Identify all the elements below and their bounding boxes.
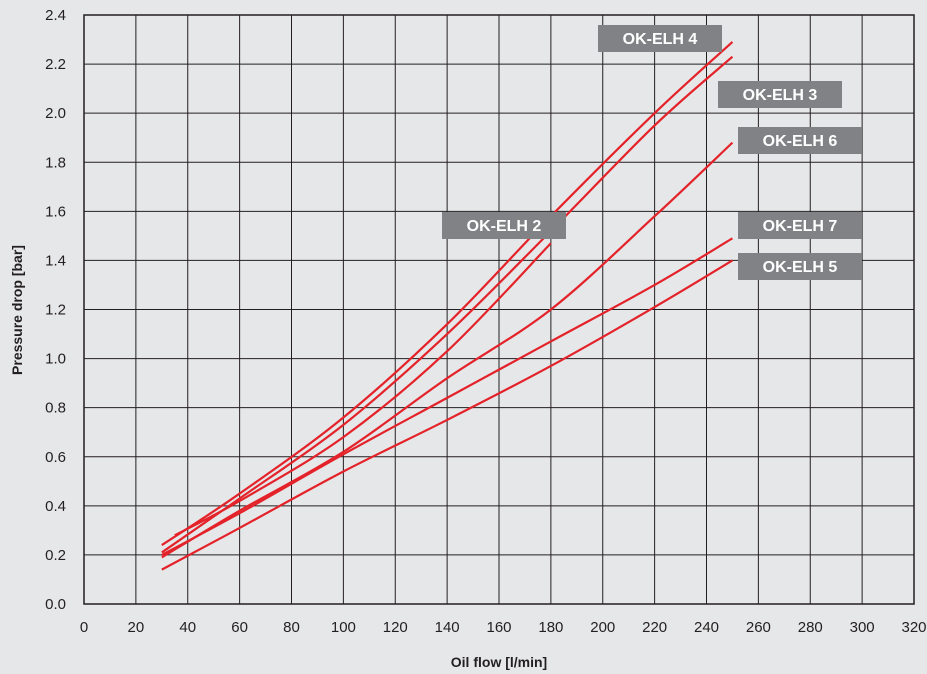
x-tick-label: 180 xyxy=(538,619,563,636)
y-tick-label: 0.0 xyxy=(45,596,66,613)
y-tick-label: 1.0 xyxy=(45,351,66,368)
x-tick-label: 240 xyxy=(694,619,719,636)
y-tick-label: 0.2 xyxy=(45,547,66,564)
x-tick-label: 200 xyxy=(590,619,615,636)
x-tick-label: 260 xyxy=(746,619,771,636)
x-tick-label: 120 xyxy=(383,619,408,636)
y-tick-label: 1.4 xyxy=(45,252,66,269)
x-tick-label: 40 xyxy=(179,619,196,636)
y-tick-label: 2.0 xyxy=(45,105,66,122)
y-axis-title: Pressure drop [bar] xyxy=(9,245,25,375)
x-tick-label: 80 xyxy=(283,619,300,636)
series-label-text: OK-ELH 5 xyxy=(763,259,838,276)
y-tick-label: 1.2 xyxy=(45,302,66,319)
series-label-ok-elh-7: OK-ELH 7 xyxy=(738,212,862,239)
series-label-ok-elh-6: OK-ELH 6 xyxy=(738,127,862,154)
x-tick-label: 60 xyxy=(231,619,248,636)
y-tick-label: 1.6 xyxy=(45,203,66,220)
x-axis-ticks: 0 20 40 60 80 100 120 140 160 180 200 220 240 260 280 3… xyxy=(80,619,927,636)
series-label-text: OK-ELH 4 xyxy=(623,31,698,48)
x-tick-label: 20 xyxy=(128,619,145,636)
x-tick-label: 320 xyxy=(901,619,926,636)
series-label-ok-elh-4: OK-ELH 4 xyxy=(598,25,722,52)
x-axis-title: Oil flow [l/min] xyxy=(451,654,547,670)
y-tick-label: 2.4 xyxy=(45,7,66,24)
series-label-ok-elh-3: OK-ELH 3 xyxy=(718,81,842,108)
series-label-text: OK-ELH 2 xyxy=(467,218,542,235)
y-tick-label: 0.6 xyxy=(45,449,66,466)
y-tick-label: 0.8 xyxy=(45,400,66,417)
series-label-ok-elh-5: OK-ELH 5 xyxy=(738,253,862,280)
y-tick-label: 2.2 xyxy=(45,56,66,73)
series-label-text: OK-ELH 6 xyxy=(763,133,838,150)
series-label-text: OK-ELH 3 xyxy=(743,87,818,104)
x-tick-label: 220 xyxy=(642,619,667,636)
y-tick-label: 0.4 xyxy=(45,498,66,515)
x-tick-label: 0 xyxy=(80,619,88,636)
x-tick-label: 160 xyxy=(486,619,511,636)
x-tick-label: 100 xyxy=(331,619,356,636)
x-tick-label: 280 xyxy=(798,619,823,636)
series-label-text: OK-ELH 7 xyxy=(763,218,838,235)
y-axis-ticks: 0.0 0.2 0.4 0.6 0.8 1.0 1.2 1.4 1.6 1.8 2.0 2.2 2.4 xyxy=(45,7,66,613)
y-tick-label: 1.8 xyxy=(45,154,66,171)
series-label-ok-elh-2: OK-ELH 2 xyxy=(442,212,566,239)
x-tick-label: 140 xyxy=(435,619,460,636)
x-tick-label: 300 xyxy=(850,619,875,636)
